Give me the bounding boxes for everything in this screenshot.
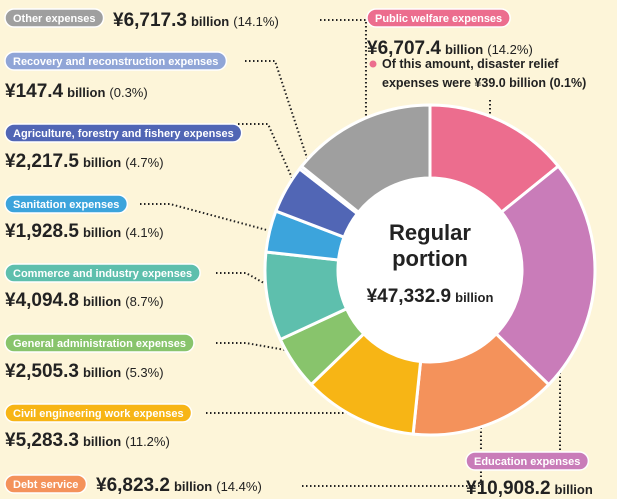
amount-label: ¥10,908.2 billion (466, 478, 593, 499)
category-pill (4, 474, 88, 494)
amount-label: ¥2,505.3 billion (5.3%) (5, 361, 164, 382)
annotation: expenses were ¥39.0 billion (0.1%) (382, 76, 586, 90)
category-pill (4, 333, 195, 353)
share-label: (14.2%) (487, 42, 533, 57)
leader-line (245, 60, 315, 179)
amount-label: ¥6,823.2 billion (14.4%) (96, 475, 262, 496)
category-label: Agriculture, forestry and fishery expens… (13, 128, 234, 140)
center-total-value: ¥47,332.9 (367, 286, 452, 307)
category-label: Public welfare expenses (375, 13, 502, 25)
value-label: ¥6,707.4 (367, 38, 441, 59)
donut-hole (339, 179, 521, 361)
amount-label: ¥6,707.4 billion (14.2%) (367, 38, 533, 59)
category-pill (4, 8, 105, 28)
bullet (369, 60, 377, 68)
value-label: ¥4,094.8 (5, 290, 79, 311)
value-label: ¥10,908.2 (466, 478, 551, 499)
unit: billion (83, 434, 121, 449)
value-label: ¥2,217.5 (5, 151, 79, 172)
share-label: (14.1%) (233, 14, 279, 29)
share-label: (5.3%) (125, 365, 163, 380)
category-pill (4, 194, 129, 214)
share-label: (0.3%) (109, 85, 147, 100)
unit: billion (191, 14, 229, 29)
amount-label: ¥4,094.8 billion (8.7%) (5, 290, 164, 311)
value-label: ¥5,283.3 (5, 430, 79, 451)
category-label: Civil engineering work expenses (13, 408, 184, 420)
share-label: (4.1%) (125, 225, 163, 240)
category-label: Education expenses (474, 456, 580, 468)
category-pill (4, 51, 228, 71)
unit: billion (83, 155, 121, 170)
value-label: ¥1,928.5 (5, 221, 79, 242)
center-title: portion (392, 246, 468, 271)
unit: billion (445, 42, 483, 57)
amount-label: ¥5,283.3 billion (11.2%) (5, 430, 170, 451)
category-label: Sanitation expenses (13, 199, 119, 211)
annotation: Of this amount, disaster relief (382, 57, 559, 71)
unit: billion (83, 225, 121, 240)
amount-label: ¥1,928.5 billion (4.1%) (5, 221, 164, 242)
amount-label: ¥2,217.5 billion (4.7%) (5, 151, 164, 172)
unit: billion (174, 479, 212, 494)
category-pill (4, 263, 201, 283)
donut (263, 103, 597, 437)
labels: Public welfare expenses ¥6,707.4 billion (1… (4, 8, 593, 499)
amount-label: ¥6,717.3 billion (14.1%) (113, 10, 279, 31)
center-title: Regular (389, 220, 471, 245)
category-pill (465, 451, 590, 471)
share-label: (14.4%) (216, 479, 262, 494)
category-label: Debt service (13, 479, 78, 491)
category-label: Other expenses (13, 13, 96, 25)
category-pill (4, 403, 193, 423)
unit: billion (555, 482, 593, 497)
value-label: ¥6,717.3 (113, 10, 187, 31)
value-label: ¥147.4 (5, 81, 64, 102)
share-label: (8.7%) (125, 294, 163, 309)
category-label: General administration expenses (13, 338, 186, 350)
value-label: ¥2,505.3 (5, 361, 79, 382)
unit: billion (83, 365, 121, 380)
category-label: Commerce and industry expenses (13, 268, 192, 280)
center-total: ¥47,332.9 billion (367, 286, 494, 307)
amount-label: ¥147.4 billion (0.3%) (5, 81, 148, 102)
slice (494, 164, 597, 387)
unit: billion (83, 294, 121, 309)
unit: billion (455, 290, 493, 305)
value-label: ¥6,823.2 (96, 475, 170, 496)
category-pill (366, 8, 511, 28)
unit: billion (67, 85, 105, 100)
category-label: Recovery and reconstruction expenses (13, 56, 218, 68)
share-label: (11.2%) (125, 434, 170, 449)
category-pill (4, 123, 243, 143)
slice (299, 103, 432, 215)
share-label: (4.7%) (125, 155, 163, 170)
